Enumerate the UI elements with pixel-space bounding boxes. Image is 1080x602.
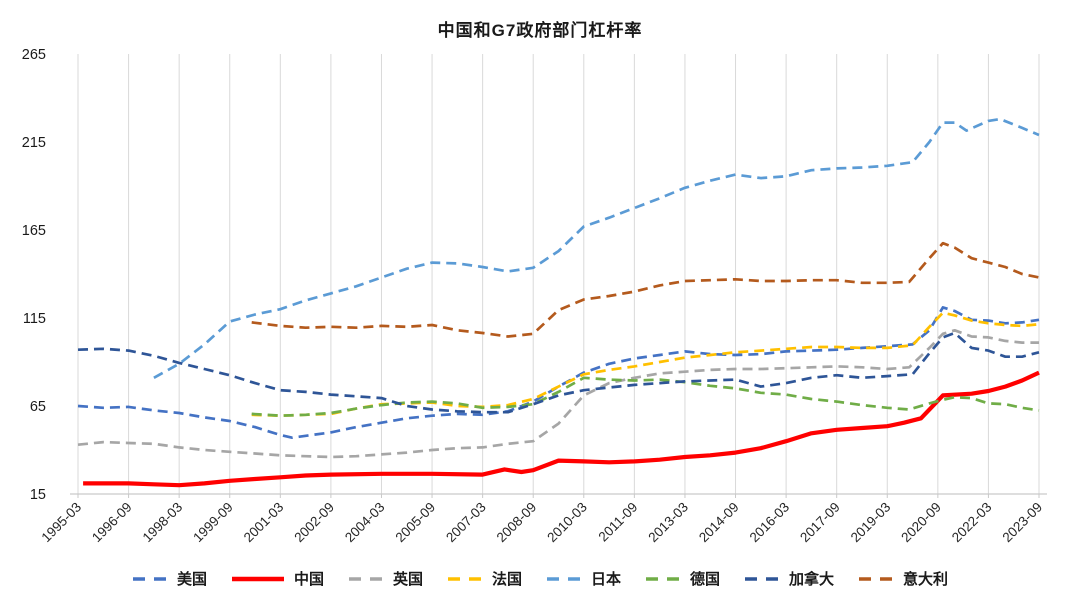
legend-label-uk: 英国 — [392, 571, 423, 588]
y-axis-tick-label: 215 — [22, 135, 46, 151]
series-line-uk — [77, 328, 1039, 459]
x-axis-tick-label: 2005-09 — [393, 500, 439, 546]
x-axis-tick-label: 2023-09 — [999, 500, 1045, 546]
x-axis-tick-label: 1999-09 — [190, 500, 236, 546]
chart-title: 中国和G7政府部门杠杆率 — [437, 21, 643, 40]
chart-legend: 美国 中国 英国 法国 日本 德国 加拿大 意大利 — [0, 568, 1080, 589]
legend-label-france: 法国 — [491, 571, 522, 588]
legend-swatch-germany — [646, 576, 681, 581]
legend-swatch-china — [231, 576, 284, 581]
legend-item-canada: 加拿大 — [744, 568, 834, 589]
x-axis-tick-label: 2001-03 — [241, 500, 287, 546]
x-axis-tick-label: 2004-03 — [342, 500, 388, 546]
legend-swatch-uk — [348, 576, 383, 581]
x-axis-tick-label: 2022-03 — [949, 500, 995, 546]
legend-item-usa: 美国 — [132, 568, 207, 589]
legend-label-china: 中国 — [293, 571, 324, 588]
series-line-canada — [77, 331, 1040, 414]
x-axis-tick-label: 1996-09 — [89, 500, 135, 546]
x-axis-tick-label: 2014-09 — [696, 500, 742, 546]
legend-swatch-italy — [859, 576, 894, 581]
x-axis-tick-label: 2017-09 — [797, 500, 843, 546]
series-line-china — [83, 370, 1040, 488]
x-axis-tick-label: 2010-03 — [544, 500, 590, 546]
x-axis-tick-label: 1998-03 — [140, 500, 186, 546]
legend-swatch-usa — [132, 576, 167, 581]
y-axis-tick-label: 115 — [23, 311, 46, 327]
legend-label-italy: 意大利 — [903, 571, 949, 588]
series-line-italy — [251, 241, 1040, 338]
series-line-usa — [77, 306, 1040, 440]
legend-swatch-japan — [547, 576, 581, 581]
y-axis-tick-label: 15 — [30, 487, 46, 503]
legend-item-italy: 意大利 — [858, 568, 948, 589]
x-axis-tick-label: 2019-03 — [848, 500, 894, 546]
x-axis-tick-label: 2008-09 — [494, 500, 540, 546]
x-axis-tick-label: 2002-09 — [291, 500, 337, 546]
legend-item-china: 中国 — [231, 568, 324, 589]
x-axis-tick-label: 2007-03 — [443, 500, 489, 546]
legend-swatch-france — [447, 576, 482, 581]
x-axis-tick-label: 1995-03 — [38, 500, 84, 546]
x-axis-tick-label: 2013-03 — [645, 500, 691, 546]
x-axis-tick-label: 2020-09 — [898, 500, 944, 546]
y-axis-tick-label: 265 — [22, 47, 46, 63]
legend-item-uk: 英国 — [348, 568, 423, 589]
y-axis-tick-label: 165 — [22, 223, 46, 239]
legend-label-germany: 德国 — [690, 571, 721, 588]
legend-label-usa: 美国 — [176, 571, 207, 588]
legend-label-japan: 日本 — [591, 571, 622, 588]
legend-label-canada: 加拿大 — [789, 571, 835, 588]
x-axis-tick-label: 2016-03 — [747, 500, 793, 546]
y-axis-tick-label: 65 — [30, 399, 46, 415]
legend-item-france: 法国 — [447, 568, 522, 589]
legend-swatch-canada — [745, 576, 780, 581]
series-line-france — [251, 311, 1040, 418]
legend-item-germany: 德国 — [645, 568, 720, 589]
legend-item-japan: 日本 — [546, 568, 621, 589]
x-axis-tick-label: 2011-09 — [596, 500, 641, 545]
series-line-japan — [153, 117, 1040, 379]
